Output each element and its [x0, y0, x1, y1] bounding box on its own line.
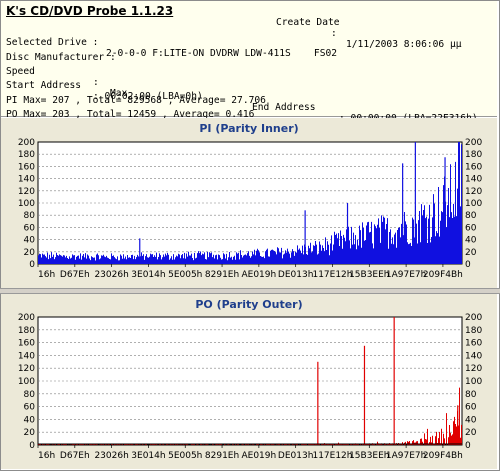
y-tick-label-right: 100 — [465, 377, 482, 387]
speed-row: Speed : Max — [6, 55, 127, 110]
create-date-value: 1/11/2003 8:06:06 µµ — [346, 39, 462, 50]
y-tick-label-left: 120 — [18, 364, 35, 374]
x-tick-label: 5E005h — [168, 270, 202, 280]
x-tick-label: 3E014h — [131, 270, 165, 280]
y-tick-label-right: 180 — [465, 150, 482, 160]
x-tick-label: 3E014h — [131, 451, 165, 461]
pi-chart: 0 0 20 20 40 40 60 60 80 80 100 100 120 120 140 140 160 1… — [18, 138, 483, 280]
y-tick-label-left: 140 — [18, 351, 35, 361]
y-tick-label-right: 80 — [465, 211, 477, 221]
create-date-row: Create Date : 1/11/2003 8:06:06 µµ — [6, 6, 462, 61]
x-tick-label: 23026h — [94, 270, 128, 280]
y-tick-label-left: 100 — [18, 199, 35, 209]
start-address-value: : 00:02:00 (LBA=0h) — [93, 91, 203, 102]
pi-summary: PI Max= 207 , Total= 829568 , Average= 2… — [6, 95, 266, 106]
x-tick-label: AE019h — [241, 451, 276, 461]
x-tick-label: 8291Eh — [205, 270, 239, 280]
y-tick-label-right: 120 — [465, 187, 482, 197]
x-tick-label: 8291Eh — [205, 451, 239, 461]
y-tick-label-right: 200 — [465, 313, 482, 323]
po-chart-title: PO (Parity Outer) — [195, 298, 303, 311]
y-tick-label-left: 180 — [18, 326, 35, 336]
y-tick-label-right: 140 — [465, 175, 482, 185]
drive-label: Selected Drive : — [6, 37, 99, 48]
y-tick-label-right: 140 — [465, 351, 482, 361]
y-tick-label-right: 0 — [465, 441, 471, 451]
create-date-label: Create Date — [276, 17, 340, 28]
y-tick-label-left: 40 — [24, 236, 36, 246]
y-tick-label-right: 180 — [465, 326, 482, 336]
x-tick-label: 15B3EEh — [349, 270, 389, 280]
y-tick-label-left: 140 — [18, 175, 35, 185]
x-tick-label: 5E005h — [168, 451, 202, 461]
y-tick-label-right: 40 — [465, 236, 477, 246]
x-tick-label: 117E12h — [312, 270, 352, 280]
y-tick-label-left: 60 — [24, 403, 36, 413]
y-tick-label-right: 40 — [465, 415, 477, 425]
speed-separator: : — [93, 77, 99, 88]
panel-divider — [0, 288, 500, 294]
x-tick-label: 16h — [38, 451, 55, 461]
app-title: K's CD/DVD Probe 1.1.23 — [6, 4, 174, 18]
pi-summary-row: PI Max= 207 , Total= 829568 , Average= 2… — [6, 84, 266, 117]
y-tick-label-left: 20 — [24, 248, 36, 258]
y-tick-label-left: 100 — [18, 377, 35, 387]
y-tick-label-left: 180 — [18, 150, 35, 160]
po-summary: PO Max= 203 , Total= 12459 , Average= 0.… — [6, 109, 255, 120]
x-tick-label: 1A97E7h — [386, 451, 426, 461]
po-chart-panel: PO (Parity Outer) 0 0 20 20 40 40 60 60 80 80 100 1… — [1, 294, 497, 469]
pi-chart-panel: PI (Parity Inner) 0 0 20 20 40 40 60 60 80 80 100 1… — [1, 118, 497, 288]
y-tick-label-left: 200 — [18, 313, 35, 323]
y-tick-label-left: 80 — [24, 211, 36, 221]
x-tick-label: D67Eh — [60, 270, 90, 280]
manufacturer-label: Disc Manufacturer : — [6, 52, 116, 63]
y-tick-label-left: 20 — [24, 428, 36, 438]
end-address-label: End Address — [252, 102, 316, 113]
x-tick-label: DE013h — [278, 270, 314, 280]
x-tick-label: 209F4Bh — [423, 270, 463, 280]
manufacturer-row: Disc Manufacturer : — [6, 41, 116, 74]
y-tick-label-right: 60 — [465, 403, 477, 413]
y-tick-label-left: 120 — [18, 187, 35, 197]
x-tick-label: 1A97E7h — [386, 270, 426, 280]
y-tick-label-left: 160 — [18, 339, 35, 349]
disc-info-panel: K's CD/DVD Probe 1.1.23 Create Date : 1/… — [1, 1, 497, 124]
y-tick-label-left: 60 — [24, 223, 36, 233]
speed-label: Speed — [6, 66, 35, 77]
x-tick-label: AE019h — [241, 270, 276, 280]
start-address-label: Start Address — [6, 80, 82, 91]
y-tick-label-right: 100 — [465, 199, 482, 209]
speed-value: Max — [110, 88, 128, 99]
x-tick-label: 23026h — [94, 451, 128, 461]
y-tick-label-left: 40 — [24, 415, 36, 425]
x-tick-label: 16h — [38, 270, 55, 280]
y-tick-label-right: 60 — [465, 223, 477, 233]
drive-row: Selected Drive : 2-0-0-0 F:LITE-ON DVDRW… — [6, 26, 337, 70]
x-tick-label: DE013h — [278, 451, 314, 461]
y-tick-label-right: 0 — [465, 260, 471, 270]
drive-value: 2-0-0-0 F:LITE-ON DVDRW LDW-411S FS02 — [106, 48, 338, 59]
y-tick-label-right: 120 — [465, 364, 482, 374]
pi-chart-title: PI (Parity Inner) — [199, 122, 299, 135]
create-date-separator: : — [331, 28, 337, 39]
x-tick-label: 209F4Bh — [423, 451, 463, 461]
x-tick-label: 15B3EEh — [349, 451, 389, 461]
y-tick-label-left: 80 — [24, 390, 36, 400]
y-tick-label-right: 200 — [465, 138, 482, 148]
y-tick-label-left: 0 — [29, 441, 35, 451]
y-tick-label-left: 200 — [18, 138, 35, 148]
po-summary-row: PO Max= 203 , Total= 12459 , Average= 0.… — [6, 98, 254, 131]
po-chart: 0 0 20 20 40 40 60 60 80 80 100 100 120 120 140 140 160 1… — [18, 313, 483, 461]
y-tick-label-right: 160 — [465, 339, 482, 349]
y-tick-label-left: 0 — [29, 260, 35, 270]
y-tick-label-left: 160 — [18, 162, 35, 172]
y-tick-label-right: 20 — [465, 248, 477, 258]
y-tick-label-right: 80 — [465, 390, 477, 400]
y-tick-label-right: 20 — [465, 428, 477, 438]
x-tick-label: D67Eh — [60, 451, 90, 461]
x-tick-label: 117E12h — [312, 451, 352, 461]
y-tick-label-right: 160 — [465, 162, 482, 172]
